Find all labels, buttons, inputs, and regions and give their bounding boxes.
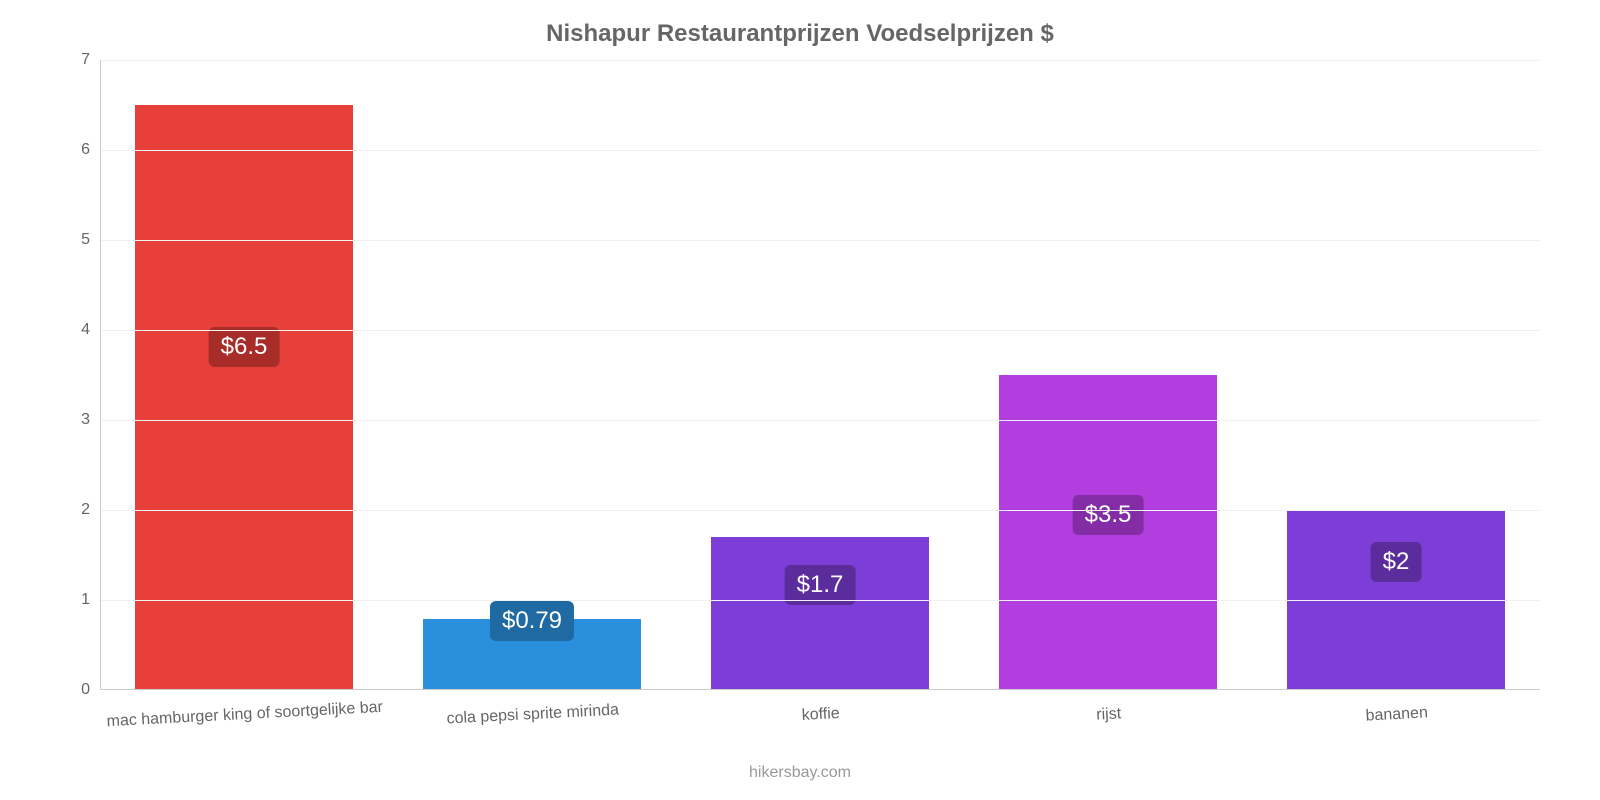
bar-value-label: $2	[1371, 542, 1422, 582]
bars-group: $6.5 $0.79 $1.7 $3.5 $2	[100, 60, 1540, 690]
y-axis-line	[100, 60, 101, 690]
gridline	[100, 510, 1540, 511]
bar-slot: $2	[1252, 60, 1540, 690]
plot-area: $6.5$0.79$1.7$3.5$2 01234567	[100, 60, 1540, 690]
y-tick-label: 7	[81, 51, 100, 69]
bar-slot: $0.79	[388, 60, 676, 690]
x-axis-labels: mac hamburger king of soortgelijke barco…	[100, 700, 1540, 740]
gridline	[100, 60, 1540, 61]
bar-value-label: $3.5	[1073, 495, 1144, 535]
x-tick-label: koffie	[676, 692, 966, 747]
y-tick-label: 1	[81, 591, 100, 609]
x-tick-label: cola pepsi sprite mirinda	[388, 692, 678, 747]
bar: $6.5	[135, 105, 354, 690]
gridline	[100, 330, 1540, 331]
y-tick-label: 6	[81, 141, 100, 159]
chart-container: Nishapur Restaurantprijzen Voedselprijze…	[0, 0, 1600, 800]
bar: $3.5	[999, 375, 1218, 690]
bar-slot: $3.5	[964, 60, 1252, 690]
y-tick-label: 4	[81, 321, 100, 339]
bar: $0.79	[423, 619, 642, 690]
y-tick-label: 2	[81, 501, 100, 519]
x-tick-label: bananen	[1252, 692, 1542, 747]
y-tick-label: 0	[81, 681, 100, 699]
bar-value-label: $6.5	[209, 327, 280, 367]
bar-slot: $1.7	[676, 60, 964, 690]
x-axis-line	[100, 689, 1540, 690]
y-tick-label: 3	[81, 411, 100, 429]
bar-value-label: $0.79	[490, 601, 574, 641]
gridline	[100, 150, 1540, 151]
gridline	[100, 600, 1540, 601]
gridline	[100, 420, 1540, 421]
chart-title: Nishapur Restaurantprijzen Voedselprijze…	[0, 0, 1600, 48]
x-tick-label: mac hamburger king of soortgelijke bar	[100, 692, 390, 747]
y-tick-label: 5	[81, 231, 100, 249]
bar-value-label: $1.7	[785, 565, 856, 605]
attribution-text: hikersbay.com	[0, 764, 1600, 782]
bar: $1.7	[711, 537, 930, 690]
gridline	[100, 240, 1540, 241]
bar-slot: $6.5	[100, 60, 388, 690]
x-tick-label: rijst	[964, 692, 1254, 747]
